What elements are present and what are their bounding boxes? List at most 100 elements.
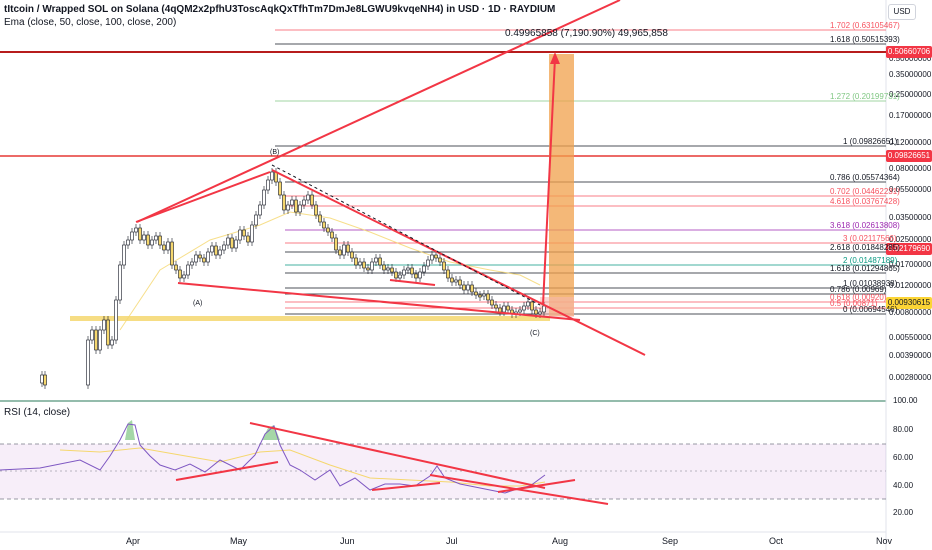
- candle-body: [526, 301, 530, 307]
- fib-level-label: 0.5 (0.00871): [830, 299, 878, 308]
- candle-body: [210, 245, 214, 253]
- fib-level-label: 4.618 (0.03767428): [830, 197, 900, 206]
- candle-body: [206, 251, 210, 263]
- candle-body: [414, 273, 418, 279]
- wave-label: (B): [270, 149, 280, 156]
- candle-body: [130, 231, 134, 241]
- falling-wedge-lower: [177, 282, 581, 321]
- candle-body: [446, 269, 450, 279]
- candle-body: [142, 234, 146, 241]
- ema-line: [119, 211, 541, 331]
- candle-body: [298, 204, 302, 213]
- price-axis-label: 0.00550000: [889, 333, 932, 342]
- candle-body: [186, 264, 190, 276]
- candle-body: [534, 309, 538, 315]
- candle-body: [114, 299, 118, 341]
- candle-body: [538, 311, 542, 315]
- candle-body: [334, 237, 338, 251]
- wave-projection-dashed: [271, 164, 541, 306]
- candle-body: [238, 229, 242, 241]
- candle-body: [182, 274, 186, 279]
- candle-body: [134, 227, 138, 233]
- fib-level-label: 1.702 (0.63105467): [830, 21, 900, 30]
- candle-body: [246, 235, 250, 243]
- candle-body: [342, 244, 346, 256]
- candle-body: [306, 194, 310, 201]
- price-axis-label: 0.12000000: [889, 138, 932, 147]
- candle-body: [462, 284, 466, 291]
- price-axis-label: 0.00390000: [889, 351, 932, 360]
- candle-body: [266, 179, 270, 191]
- candle-body: [290, 199, 294, 206]
- entry-zone-rect: [540, 297, 574, 317]
- rsi-trend-line-2: [249, 422, 546, 489]
- candle-body: [498, 307, 502, 313]
- measure-label: 0.49965858 (7,190.90%) 49,965,858: [505, 28, 668, 39]
- rsi-overbought-fill-1: [125, 420, 135, 440]
- candle-body: [518, 309, 522, 313]
- candle-body: [102, 319, 106, 331]
- candle-body: [382, 264, 386, 271]
- price-tag: 0.00930615: [886, 297, 932, 309]
- price-axis-label: 0.05500000: [889, 185, 932, 194]
- candle-body: [282, 194, 286, 211]
- candle-body: [294, 199, 298, 213]
- candle-body: [370, 261, 374, 271]
- rsi-band: [0, 444, 886, 499]
- candle-body: [438, 257, 442, 263]
- candle-body: [40, 374, 44, 384]
- candle-body: [154, 235, 158, 241]
- candle-body: [406, 267, 410, 271]
- fib-lines: [275, 29, 886, 315]
- candle-body: [398, 274, 402, 279]
- candle-body: [346, 244, 350, 253]
- month-label: Aug: [552, 536, 569, 546]
- candle-body: [226, 237, 230, 246]
- month-label: Oct: [769, 536, 784, 546]
- candle-body: [138, 227, 142, 241]
- candle-body: [310, 194, 314, 206]
- month-label: Nov: [876, 536, 893, 546]
- candle-body: [214, 245, 218, 256]
- candle-body: [474, 291, 478, 296]
- rsi-trend-line-1: [175, 461, 279, 481]
- candle-body: [354, 257, 358, 266]
- minor-support-line: [389, 279, 436, 286]
- candle-body: [386, 267, 390, 271]
- fib-level-label: 0.618 (0.00920): [830, 293, 887, 302]
- candle-body: [122, 244, 126, 266]
- rsi-axis-label: 100.00: [893, 396, 918, 405]
- candle-body: [506, 305, 510, 311]
- month-label: May: [230, 536, 248, 546]
- chart-title: tItcoin / Wrapped SOL on Solana (4qQM2x2…: [4, 4, 556, 15]
- rsi-trend-line-3: [371, 482, 441, 491]
- candle-body: [466, 284, 470, 291]
- rsi-axis-label: 40.00: [893, 481, 914, 490]
- candle-body: [350, 251, 354, 259]
- candle-body: [98, 329, 102, 351]
- fib-level-label: 1.272 (0.20199731): [830, 92, 900, 101]
- candle-body: [150, 239, 154, 246]
- candle-body: [302, 199, 306, 206]
- candle-body: [254, 214, 258, 226]
- candle-body: [166, 241, 170, 251]
- candle-body: [402, 269, 406, 276]
- price-axis-label: 0.25000000: [889, 90, 932, 99]
- candle-body: [470, 284, 474, 293]
- fib-level-label: 0.702 (0.04462231): [830, 187, 900, 196]
- candle-body: [218, 249, 222, 256]
- candle-body: [126, 239, 130, 246]
- candle-body: [482, 293, 486, 297]
- candle-body: [390, 267, 394, 273]
- candle-body: [486, 293, 490, 301]
- currency-button[interactable]: USD: [888, 4, 916, 20]
- candle-body: [278, 181, 282, 196]
- candle-body: [494, 304, 498, 309]
- candle-body: [270, 171, 274, 181]
- price-axis-label: 0.17000000: [889, 111, 932, 120]
- candle-body: [222, 244, 226, 251]
- candle-body: [362, 261, 366, 269]
- candlestick-series: [40, 168, 546, 389]
- candle-body: [43, 374, 47, 386]
